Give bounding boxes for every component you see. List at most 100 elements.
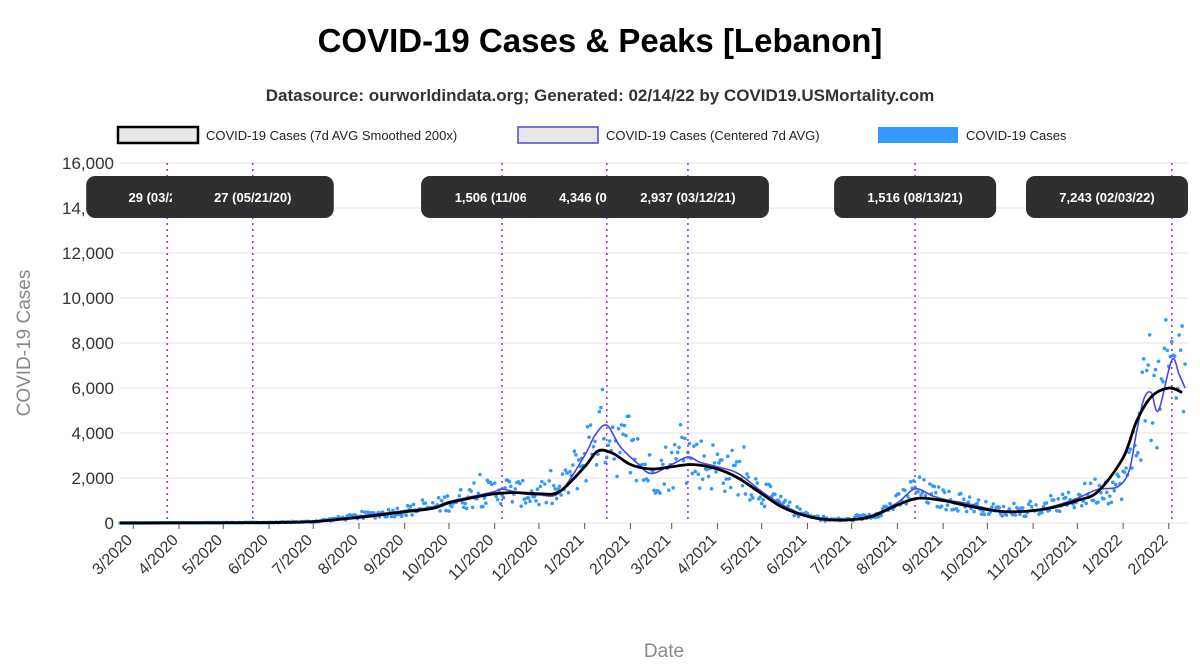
daily-case-point	[939, 504, 944, 509]
daily-case-point	[1152, 373, 1156, 378]
daily-case-point	[690, 471, 695, 476]
daily-case-point	[600, 387, 605, 392]
daily-case-point	[990, 505, 994, 509]
x-tick-label: 12/2020	[489, 532, 542, 585]
daily-case-point	[1155, 445, 1159, 450]
peak-label: 2,937 (03/12/21)	[606, 176, 769, 218]
daily-case-point	[700, 477, 705, 482]
daily-case-point	[652, 488, 656, 493]
daily-case-point	[951, 507, 956, 512]
daily-case-point	[1007, 507, 1012, 511]
x-tick-label: 6/2020	[225, 532, 272, 579]
daily-case-point	[1072, 505, 1077, 510]
peak-label-text: 1,506 (11/06/20)	[455, 190, 550, 205]
daily-case-point	[1174, 396, 1178, 400]
daily-case-point	[706, 474, 711, 479]
y-tick-label: 16,000	[62, 154, 114, 173]
daily-case-point	[768, 484, 773, 489]
daily-case-point	[1082, 481, 1087, 486]
daily-case-point	[1020, 506, 1025, 510]
daily-case-point	[1012, 501, 1016, 506]
daily-case-point	[1165, 348, 1170, 353]
daily-case-point	[554, 496, 559, 501]
daily-case-point	[746, 475, 751, 479]
daily-case-point	[680, 435, 684, 440]
daily-case-point	[1127, 450, 1131, 455]
daily-case-point	[727, 476, 732, 481]
daily-case-point	[408, 504, 413, 509]
daily-case-point	[1143, 419, 1148, 423]
daily-case-point	[1084, 501, 1089, 506]
daily-case-point	[1044, 501, 1049, 505]
daily-case-point	[932, 484, 937, 489]
x-tick-label: 4/2021	[674, 532, 721, 579]
legend-label: COVID-19 Cases (7d AVG Smoothed 200x)	[206, 128, 457, 143]
daily-case-point	[1172, 354, 1177, 358]
daily-case-point	[470, 505, 475, 510]
daily-case-point	[469, 489, 473, 493]
daily-case-point	[717, 461, 721, 465]
daily-case-point	[509, 484, 513, 489]
daily-case-point	[373, 516, 377, 520]
daily-case-point	[599, 405, 603, 410]
daily-case-point	[1016, 507, 1021, 511]
daily-case-point	[526, 496, 531, 500]
daily-case-point	[568, 469, 572, 474]
daily-case-point	[1088, 481, 1093, 486]
daily-case-point	[761, 498, 765, 502]
daily-case-point	[922, 478, 926, 482]
daily-case-point	[510, 500, 515, 504]
daily-case-point	[553, 487, 557, 491]
x-axis-title: Date	[644, 641, 684, 662]
daily-case-point	[457, 494, 462, 498]
chart-subtitle: Datasource: ourworldindata.org; Generate…	[265, 86, 935, 105]
daily-case-point	[979, 512, 984, 516]
daily-case-point	[585, 424, 590, 429]
daily-case-point	[991, 502, 996, 506]
daily-case-point	[669, 450, 674, 455]
daily-case-point	[1013, 513, 1018, 517]
x-tick-label: 7/2021	[808, 532, 855, 579]
daily-case-point	[460, 500, 465, 505]
daily-case-point	[1040, 510, 1044, 515]
daily-case-point	[902, 488, 907, 493]
daily-case-point	[538, 484, 543, 489]
daily-case-point	[640, 462, 644, 467]
daily-case-point	[1116, 474, 1121, 479]
x-tick-label: 6/2021	[764, 532, 811, 579]
daily-case-point	[1054, 508, 1059, 513]
daily-case-point	[758, 495, 763, 499]
daily-case-point	[933, 490, 938, 495]
daily-case-point	[621, 432, 625, 436]
x-tick-label: 2/2021	[587, 532, 634, 579]
legend: COVID-19 Cases (7d AVG Smoothed 200x) COV…	[116, 125, 1067, 145]
legend-swatch	[116, 125, 200, 145]
daily-case-point	[439, 498, 444, 503]
daily-case-point	[1109, 500, 1114, 505]
daily-case-point	[501, 495, 506, 500]
x-tick-label: 4/2020	[135, 532, 182, 579]
x-tick-label: 1/2022	[1079, 532, 1126, 579]
daily-case-point	[677, 445, 681, 450]
daily-case-point	[1108, 494, 1112, 498]
daily-case-point	[551, 483, 556, 488]
daily-case-point	[1169, 339, 1174, 344]
daily-case-point	[675, 450, 680, 455]
daily-case-point	[956, 509, 960, 513]
daily-case-point	[773, 492, 777, 497]
daily-case-point	[661, 462, 665, 467]
daily-case-point	[1034, 503, 1038, 507]
daily-case-point	[714, 470, 718, 474]
daily-case-point	[736, 493, 740, 497]
daily-case-point	[1037, 512, 1041, 516]
daily-case-point	[1057, 509, 1062, 513]
daily-case-point	[659, 458, 664, 463]
daily-case-point	[674, 456, 678, 461]
peak-label-box	[606, 176, 769, 218]
peak-label-text: 1,516 (08/13/21)	[867, 190, 962, 205]
daily-case-point	[575, 486, 580, 491]
daily-case-point	[464, 506, 469, 511]
x-tick-label: 2/2022	[1125, 532, 1172, 579]
daily-case-point	[522, 497, 526, 502]
